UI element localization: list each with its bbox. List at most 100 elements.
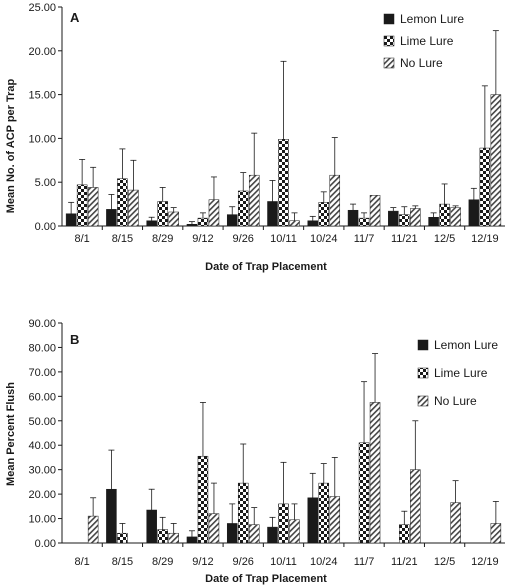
panel-label: A [70, 10, 80, 25]
bar [128, 189, 139, 227]
bar [157, 201, 168, 227]
x-tick-label: 8/29 [152, 233, 173, 245]
bar [490, 94, 502, 227]
bar [307, 220, 319, 227]
legend-label: No Lure [400, 56, 443, 70]
x-tick-label: 8/15 [112, 233, 133, 245]
x-tick-label: 12/19 [471, 556, 499, 568]
y-tick-label: 80.00 [28, 342, 56, 354]
bar [289, 519, 300, 544]
bar [226, 523, 238, 544]
bar [307, 497, 319, 544]
x-tick-label: 9/12 [192, 556, 213, 568]
x-tick-label: 11/21 [391, 233, 418, 245]
bar [146, 509, 157, 544]
legend-swatch [417, 339, 429, 351]
y-tick-label: 30.00 [28, 465, 56, 477]
y-tick-label: 0.00 [35, 221, 56, 233]
y-tick-label: 20.00 [28, 489, 56, 501]
bar [439, 203, 450, 227]
bar [226, 214, 238, 227]
y-tick-label: 60.00 [28, 391, 56, 403]
bar [369, 195, 381, 227]
bar [318, 482, 330, 544]
bar [318, 202, 330, 227]
y-tick-label: 50.00 [28, 416, 56, 428]
x-axis-title: Date of Trap Placement [205, 261, 327, 273]
x-tick-label: 11/7 [354, 233, 375, 245]
bar [278, 503, 289, 544]
bar [369, 402, 381, 544]
bar [168, 532, 179, 544]
y-axis-title: Mean No. of ACP per Trap [5, 78, 17, 213]
panel-b: B Mean Percent Flush Date of Trap Placem… [5, 318, 505, 585]
y-axis-title: Mean Percent Flush [5, 382, 17, 486]
legend-swatch [417, 395, 429, 407]
bar [347, 209, 359, 227]
bar [197, 455, 209, 544]
x-tick-label: 12/19 [471, 233, 499, 245]
y-tick-label: 10.00 [28, 133, 56, 145]
legend-swatch [383, 13, 395, 25]
x-tick-label: 9/26 [233, 233, 254, 245]
bar [168, 211, 179, 227]
bar [237, 190, 249, 227]
panel-label: B [70, 332, 79, 347]
legend-label: Lemon Lure [400, 12, 464, 26]
bar [65, 213, 77, 227]
bar [490, 523, 502, 544]
y-tick-label: 20.00 [28, 46, 56, 58]
bar [186, 536, 198, 544]
bar [428, 216, 439, 227]
bar [329, 496, 341, 544]
bar [76, 184, 88, 227]
y-tick-label: 0.00 [35, 538, 56, 550]
x-tick-label: 9/12 [192, 233, 213, 245]
x-tick-label: 11/7 [354, 556, 375, 568]
bar [329, 174, 341, 227]
legend-label: Lemon Lure [434, 338, 498, 352]
x-tick-label: 9/26 [233, 556, 254, 568]
bar [208, 199, 220, 227]
x-axis-title: Date of Trap Placement [205, 573, 327, 585]
bar [87, 515, 99, 544]
legend-swatch [417, 367, 429, 379]
bar [87, 187, 99, 227]
bar [388, 210, 399, 227]
bar [117, 532, 128, 544]
x-tick-label: 8/29 [152, 556, 173, 568]
x-tick-label: 8/1 [74, 233, 89, 245]
bar [450, 207, 461, 227]
bar [146, 220, 157, 227]
legend-label: Lime Lure [434, 366, 488, 380]
bar [157, 529, 168, 544]
bar [117, 178, 128, 227]
bar [289, 220, 300, 227]
bar [248, 524, 260, 544]
bar [358, 442, 370, 544]
bar [399, 524, 410, 544]
bar [237, 482, 249, 544]
bar [479, 147, 491, 227]
legend-swatch [383, 57, 395, 69]
legend-swatch [383, 35, 395, 47]
x-tick-label: 10/24 [310, 556, 338, 568]
x-tick-label: 8/15 [112, 556, 133, 568]
bar [208, 513, 220, 544]
y-tick-label: 90.00 [28, 318, 56, 330]
bar [278, 139, 289, 227]
y-tick-label: 5.00 [35, 177, 56, 189]
y-tick-label: 40.00 [28, 440, 56, 452]
x-tick-label: 10/11 [270, 556, 297, 568]
bar [106, 209, 117, 227]
x-tick-label: 12/5 [434, 556, 455, 568]
bar [267, 201, 278, 227]
bar [399, 214, 410, 227]
y-tick-label: 25.00 [28, 2, 56, 14]
y-tick-label: 10.00 [28, 514, 56, 526]
y-tick-label: 15.00 [28, 90, 56, 102]
y-tick-label: 70.00 [28, 367, 56, 379]
panel-a: A Mean No. of ACP per Trap Date of Trap … [5, 2, 505, 273]
legend-label: Lime Lure [400, 34, 454, 48]
